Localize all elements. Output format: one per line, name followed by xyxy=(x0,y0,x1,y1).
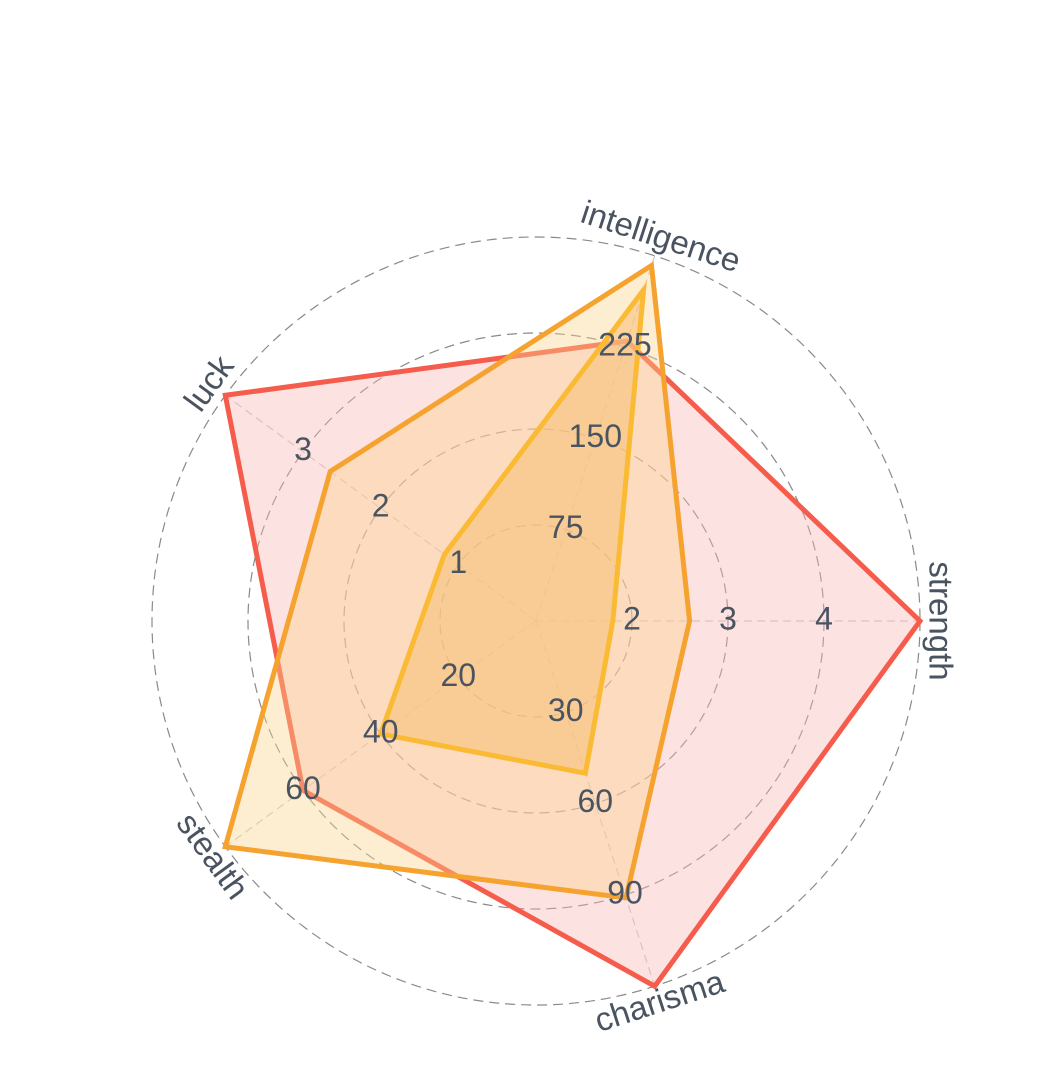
tick-label-charisma-3: 90 xyxy=(607,874,643,910)
tick-label-intelligence-2: 150 xyxy=(569,418,622,454)
tick-label-stealth-3: 60 xyxy=(285,770,321,806)
tick-label-strength-1: 2 xyxy=(623,600,641,636)
axis-label-strength: strength xyxy=(922,561,959,680)
tick-label-luck-2: 2 xyxy=(372,488,390,524)
axis-label-intelligence: intelligence xyxy=(577,193,745,279)
tick-label-intelligence-1: 75 xyxy=(548,509,584,545)
tick-label-luck-3: 3 xyxy=(294,431,312,467)
tick-label-stealth-1: 20 xyxy=(441,657,477,693)
series-layer xyxy=(222,261,924,990)
tick-label-intelligence-3: 225 xyxy=(598,327,651,363)
tick-label-strength-2: 3 xyxy=(719,600,737,636)
tick-label-luck-1: 1 xyxy=(449,544,467,580)
tick-label-layer: 2 3 4 30 60 90 20 40 60 1 2 3 75 150 225 xyxy=(285,327,833,911)
tick-label-charisma-1: 30 xyxy=(548,692,584,728)
tick-label-charisma-2: 60 xyxy=(578,783,614,819)
tick-label-strength-3: 4 xyxy=(815,600,833,636)
series-3-polygon xyxy=(377,281,647,777)
tick-label-stealth-2: 40 xyxy=(363,713,399,749)
